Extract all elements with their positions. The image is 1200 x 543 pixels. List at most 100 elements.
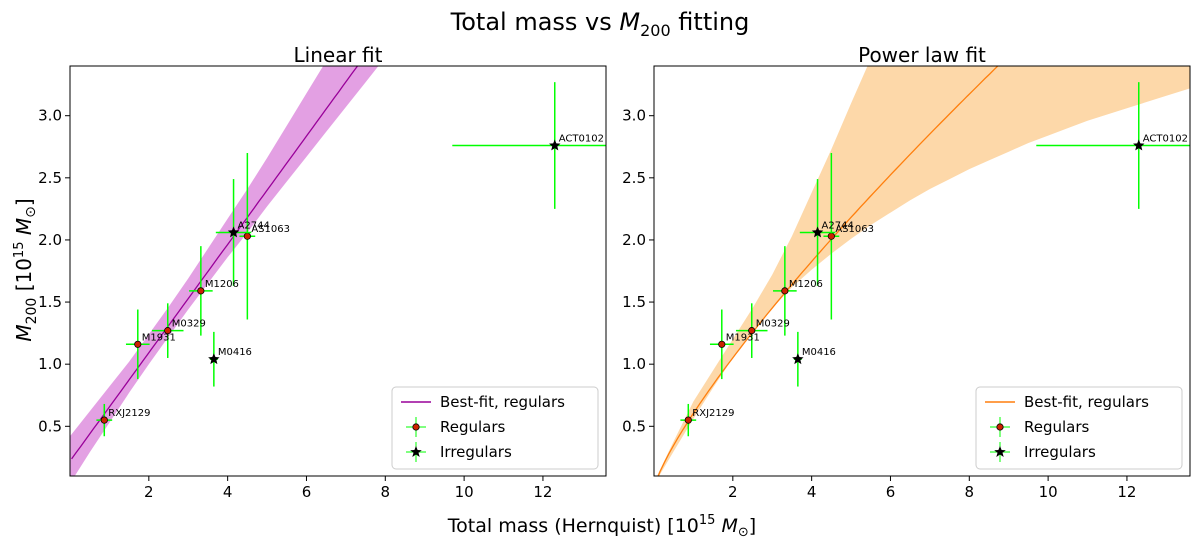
power-fit-confidence-band [656, 66, 1190, 476]
x-tick-label: 8 [381, 483, 391, 501]
point-label: AS1063 [251, 224, 290, 235]
power-law-fit-panel: Power law fit 2 4 6 8 10 12 0.5 1.0 1.5 2.0 2.5 3.0… [622, 43, 1191, 501]
regular-point-marker [197, 287, 205, 295]
irregular-star-marker [792, 353, 804, 365]
legend-label-fit: Best-fit, regulars [1024, 393, 1149, 411]
power-law-fit-legend: Best-fit, regulars Regulars Irregulars [975, 386, 1183, 470]
suptitle-subscript: 200 [640, 21, 671, 40]
y-axis-label: M200 [1015 M⊙] [12, 198, 40, 341]
point-label: M0329 [172, 319, 206, 330]
ylabel-unit: M [12, 218, 36, 242]
suptitle-math: M [619, 8, 640, 36]
point-label: M1931 [726, 332, 760, 343]
point-label: M0416 [802, 347, 836, 358]
power-law-fit-title: Power law fit [858, 43, 986, 67]
y-tick-label: 3.0 [38, 107, 62, 125]
ylabel-text: [10 [12, 258, 36, 298]
point-label: AS1063 [835, 224, 874, 235]
y-tick-label: 2.0 [38, 231, 62, 249]
point-label: ACT0102 [1143, 134, 1188, 145]
suptitle-tail: fitting [671, 8, 750, 36]
x-tick-label: 6 [886, 483, 896, 501]
ylabel-subscript: 200 [24, 298, 40, 325]
point-label: M1206 [789, 279, 823, 290]
y-tick-label: 1.5 [38, 293, 62, 311]
linear-fit-frame [69, 65, 607, 477]
irregular-star-marker [208, 353, 220, 365]
power-law-fit-line-group [657, 66, 999, 476]
legend-label-irregulars: Irregulars [440, 443, 512, 461]
y-tick-label: 2.5 [38, 169, 62, 187]
regular-point-marker [684, 416, 692, 424]
regular-point-marker [718, 340, 726, 348]
xlabel-unit: M [715, 515, 737, 537]
legend-star-icon [994, 446, 1006, 457]
xlabel-sun-symbol: ⊙ [738, 525, 749, 540]
point-label: M1931 [142, 332, 176, 343]
y-tick-label: 0.5 [622, 417, 646, 435]
regular-point-marker [100, 416, 108, 424]
legend-label-irregulars: Irregulars [1024, 443, 1096, 461]
ylabel-close: ] [12, 198, 36, 206]
linear-fit-ticks: 2 4 6 8 10 12 0.5 1.0 1.5 2.0 2.5 3.0 [38, 107, 552, 501]
power-fit-best-fit-line [657, 66, 999, 476]
point-label: RXJ2129 [108, 408, 150, 419]
y-tick-label: 1.0 [622, 355, 646, 373]
y-tick-label: 1.5 [622, 293, 646, 311]
regular-point-marker [781, 287, 789, 295]
xlabel-close: ] [749, 515, 756, 537]
legend-label-regulars: Regulars [1024, 418, 1090, 436]
ylabel-sun-symbol: ⊙ [23, 206, 39, 218]
x-tick-label: 4 [223, 483, 233, 501]
irregular-star-marker [811, 226, 824, 238]
point-label: A2744 [822, 220, 854, 231]
legend-regular-marker [412, 423, 420, 431]
point-label: A2744 [238, 220, 270, 231]
power-law-fit-frame [653, 65, 1191, 477]
linear-fit-band-group [70, 66, 379, 476]
linear-fit-panel: Linear fit 2 4 6 8 10 12 0.5 1.0 1.5 2.0 2.5 3.0 RX… [38, 43, 607, 501]
y-tick-label: 0.5 [38, 417, 62, 435]
suptitle-text: Total mass vs [450, 8, 620, 36]
linear-fit-legend: Best-fit, regulars Regulars Irregulars [391, 386, 599, 470]
y-tick-label: 2.0 [622, 231, 646, 249]
x-axis-label: Total mass (Hernquist) [1015 M⊙] [447, 513, 756, 540]
point-label: ACT0102 [559, 134, 604, 145]
ylabel-math: M [12, 324, 36, 341]
regular-point-marker [748, 327, 756, 335]
y-tick-label: 3.0 [622, 107, 646, 125]
linear-fit-confidence-band [70, 66, 379, 476]
legend-box [391, 386, 599, 470]
x-tick-label: 2 [728, 483, 738, 501]
x-tick-label: 8 [965, 483, 975, 501]
x-tick-label: 6 [302, 483, 312, 501]
x-tick-label: 2 [144, 483, 154, 501]
point-label: M0329 [756, 319, 790, 330]
irregular-star-marker [227, 226, 240, 238]
linear-fit-title: Linear fit [294, 43, 383, 67]
regular-point-marker [164, 327, 172, 335]
power-law-fit-band-group [656, 66, 1190, 476]
linear-fit-best-fit-line [71, 66, 359, 460]
legend-label-regulars: Regulars [440, 418, 506, 436]
legend-label-fit: Best-fit, regulars [440, 393, 565, 411]
figure-suptitle: Total mass vs M200 fitting [450, 8, 750, 40]
regular-point-marker [134, 340, 142, 348]
x-tick-label: 10 [455, 483, 474, 501]
legend-star-icon [410, 446, 422, 457]
regular-point-marker [243, 232, 251, 240]
power-law-fit-points [680, 82, 1190, 437]
linear-fit-line-group [71, 66, 359, 460]
x-tick-label: 12 [533, 483, 552, 501]
x-tick-label: 10 [1039, 483, 1058, 501]
xlabel-text: Total mass (Hernquist) [10 [447, 515, 699, 537]
linear-fit-points [96, 82, 606, 437]
x-tick-label: 4 [807, 483, 817, 501]
legend-regular-marker [996, 423, 1004, 431]
irregular-star-marker [1133, 139, 1145, 151]
point-label: RXJ2129 [692, 408, 734, 419]
xlabel-exponent: 15 [699, 513, 716, 528]
